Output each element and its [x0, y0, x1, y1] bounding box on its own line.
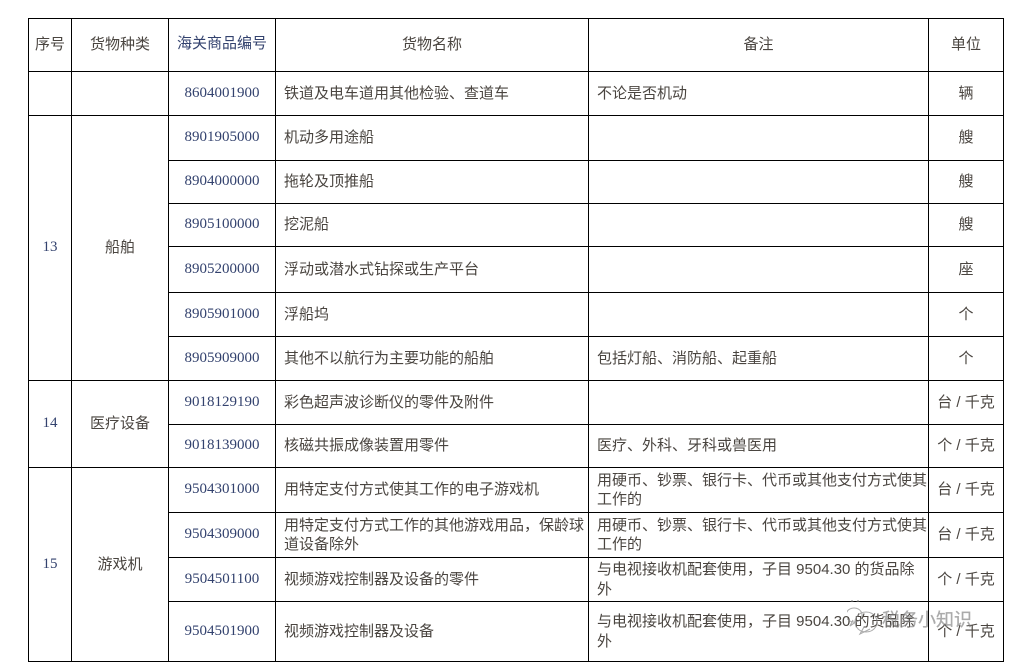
svg-text:税务小知识: 税务小知识 — [882, 610, 972, 630]
